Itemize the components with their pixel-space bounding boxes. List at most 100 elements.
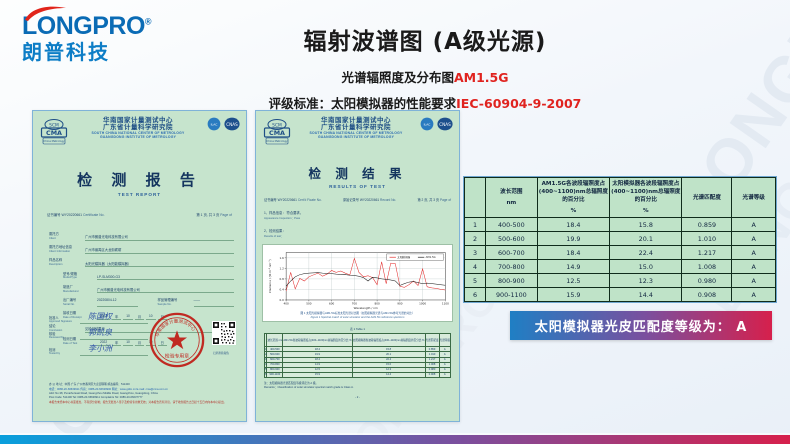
- disclaimer-line: 本报告未经本中心书面批准，不得部分复制；报告无批准人签字及检验专用章无效；对本报…: [49, 400, 227, 404]
- document-title-left: 检 测 报 告 TEST REPORT: [33, 169, 246, 197]
- standard-label: 评级标准：太阳模拟器的性能要求: [268, 96, 457, 111]
- form-value: 20220804-12: [97, 298, 138, 307]
- form-label: 制造厂 Manufacturer: [63, 284, 79, 293]
- spectral-chart-container: 400 500 600 700 800 900 1000 1100 0.0 0.4 0.8 1.2 1.…: [262, 243, 453, 323]
- inner-cell: 0.908: [424, 371, 440, 378]
- cell-sim: 15.8: [609, 217, 683, 233]
- inner-header-cell: AM1.5G各波段辐照度占(400~1100)nm总辐照度的百分比 %: [282, 333, 353, 348]
- cell-grade: A: [731, 273, 776, 289]
- cell-sim: 22.4: [609, 245, 683, 261]
- inner-table-row: 1 400-500 18.4 15.8 0.859 A: [263, 346, 452, 353]
- svg-text:700: 700: [352, 301, 357, 305]
- cell-sim: 14.4: [609, 287, 683, 302]
- cell-sim: 12.3: [609, 273, 683, 289]
- results-note-en: Remarks：Classification of solar simulato…: [264, 386, 354, 390]
- header-simulator-percent: 太阳模拟器各波段辐照度占(400~1100)nm总辐照度的百分比 %: [609, 176, 683, 219]
- document-title-cn-left: 检 测 报 告: [77, 171, 202, 189]
- cell-grade: A: [731, 245, 776, 261]
- subtitle-cn: 光谱辐照度及分布图: [341, 70, 454, 85]
- cell-range: 500-600: [485, 231, 538, 247]
- page-number-block-left: 第 1 页, 共 3 页 Page of: [196, 213, 232, 218]
- table-row: 2 500-600 19.9 20.1 1.010 A: [464, 231, 776, 247]
- cell-range: 600-700: [485, 245, 538, 261]
- svg-text:CMA: CMA: [46, 129, 62, 137]
- subtitle: 光谱辐照度及分布图AM1.5G: [200, 67, 650, 86]
- cell-grade: A: [731, 259, 776, 275]
- inner-table-header-row: 波长范围 nm AM1.5G各波段辐照度占(400~1100)nm总辐照度的百分比…: [263, 333, 452, 348]
- subtitle-spectrum-code: AM1.5G: [453, 70, 509, 85]
- accreditation-badges-left: ILAC CNAS: [207, 117, 240, 131]
- form-value: 广州市朗普光电科技有限公司: [97, 287, 234, 294]
- signature-row: 批准人 Approved Signature 陈国权: [49, 312, 148, 324]
- form-label: 接收日期 Date of Receipt: [63, 311, 82, 319]
- cell-range: 900-1100: [485, 287, 538, 302]
- certificate-label-cn: 证书编号: [47, 213, 61, 217]
- spectral-chart: 400 500 600 700 800 900 1000 1100 0.0 0.4 0.8 1.2 1.…: [266, 248, 449, 310]
- svg-text:0.4: 0.4: [280, 287, 285, 291]
- figure-caption-cn: 图 1 太阳光模拟器与AM1.5G标准太阳光谱对比图（太阳模拟器光谱与AM1.5…: [300, 311, 415, 315]
- signature-label: 批准人 Approved Signature: [49, 315, 72, 324]
- document-meta-right: 证书编号 WY20220661 Cert'd Ficate No. 原始记录号 …: [256, 198, 459, 203]
- page-title: 辐射波谱图 (A级光源): [303, 29, 547, 55]
- record-number-block: 原始记录号 WY20220661 Record No.: [343, 198, 397, 202]
- results-note: 注：太阳模拟器光谱匹配度等级评定为 A 级。 Remarks：Classific…: [256, 382, 459, 391]
- receipt-date-value: 2022 年 10 月 10 日: [97, 314, 167, 320]
- test-date-value: 2022 年 10 月 10 日: [97, 340, 167, 347]
- cell-am15g: 18.4: [536, 245, 611, 261]
- cell-range: 700-800: [485, 259, 538, 275]
- receipt-date-row: 接收日期 Date of Receipt 2022 年 10 月 10 日: [49, 311, 234, 320]
- standard-line: 评级标准：太阳模拟器的性能要求IEC-60904-9-2007: [200, 93, 650, 112]
- document-header-right: SCM CMA China Metrology 华南国家计量测试中心 广东省计量…: [256, 111, 459, 149]
- form-label: 样品名称 Description: [49, 258, 63, 267]
- cma-accreditation-mark: SCM CMA China Metrology: [39, 117, 69, 147]
- cell-sim: 20.1: [609, 231, 683, 247]
- signature-row: 核验 Reviewed by 郭凯泉: [49, 328, 148, 340]
- test-results-document[interactable]: SCM CMA China Metrology 华南国家计量测试中心 广东省计量…: [255, 110, 460, 422]
- cell-range: 800-900: [485, 273, 538, 289]
- cell-index: 4: [464, 259, 486, 275]
- cell-am15g: 19.9: [536, 231, 611, 247]
- svg-text:800: 800: [374, 301, 379, 305]
- form-row: 制造厂 Manufacturer 广州市朗普光电科技有限公司: [49, 285, 234, 294]
- ilac-mra-badge-icon: ILAC: [207, 117, 221, 131]
- svg-text:检验专用章: 检验专用章: [165, 352, 189, 359]
- signature-row: 检测 Tested by 李小洲: [49, 344, 148, 356]
- cell-am15g: 14.9: [536, 259, 611, 275]
- test-report-document[interactable]: SCM CMA China Metrology 华南国家计量测试中心 广东省计量…: [32, 110, 247, 422]
- conclusion-text: 太阳模拟器光皮匹配度等级为： A: [534, 320, 748, 335]
- cell-match: 1.008: [681, 259, 733, 275]
- signature-area: 批准人 Approved Signature 陈国权 核验 Reviewed by …: [49, 312, 236, 369]
- svg-text:0.8: 0.8: [280, 277, 285, 281]
- svg-text:900: 900: [397, 301, 402, 305]
- org-en-line1: SOUTH CHINA NATIONAL CENTER OF METROLOGY: [91, 130, 185, 135]
- form-row: 出厂编号 Serial No. 20220804-12 样品管理编号 Sample …: [49, 298, 234, 307]
- results-section-heading: 2、检测结果： Results of test：: [256, 229, 459, 239]
- form-value: ——: [193, 298, 234, 307]
- inner-header-cell: 太阳模拟器各波段辐照度占(400~1100)nm总辐照度的百分比 %: [351, 333, 426, 348]
- certificate-number-block: 证书编号 WY20220661 Certificate No.: [47, 213, 105, 218]
- document-meta-left: 证书编号 WY20220661 Certificate No. 第 1 页, 共…: [33, 213, 246, 218]
- table-body: 1 400-500 18.4 15.8 0.859 A 2 500-600 19.9 20.1 1.…: [464, 217, 776, 302]
- org-cn-line2: 广东省计量科学研究院: [321, 123, 391, 132]
- cell-match: 1.217: [681, 245, 733, 261]
- qr-code-icon[interactable]: [212, 321, 236, 345]
- form-row: 委托方地址信息 Client Information 广州市番禺区大龙街砺砺: [49, 245, 234, 254]
- svg-text:ILAC: ILAC: [211, 122, 218, 126]
- cell-grade: A: [731, 217, 776, 233]
- cell-match: 0.980: [681, 273, 733, 289]
- figure-caption-en: Figure 1 Spectral match of solar simulat…: [310, 315, 405, 319]
- table-row: 6 900-1100 15.9 14.4 0.908 A: [464, 287, 776, 302]
- swoosh-icon: [25, 6, 66, 21]
- page-label-en-left: Page of: [220, 213, 232, 217]
- brand-logo: LONGPRO® 朗普科技: [22, 6, 162, 62]
- cell-index: 6: [464, 287, 486, 302]
- table-row: 1 400-500 18.4 15.8 0.859 A: [464, 217, 776, 233]
- cell-match: 1.010: [681, 231, 733, 247]
- cell-index: 3: [464, 245, 486, 261]
- official-seal-icon: 华南国家计量测试中心 检验专用章: [149, 312, 205, 368]
- cell-am15g: 12.5: [536, 273, 611, 289]
- spectral-match-table-panel: 波长范围 nm AM1.5G各波段辐照度占(400~1100)nm总辐照度的百分…: [463, 176, 777, 303]
- table-row: 3 600-700 18.4 22.4 1.217 A: [464, 245, 776, 261]
- test-date-row: 检测日期 Date of Test 2022 年 10 月 10 日: [49, 337, 234, 347]
- form-label: 型号/规格 Model/Type: [63, 271, 78, 280]
